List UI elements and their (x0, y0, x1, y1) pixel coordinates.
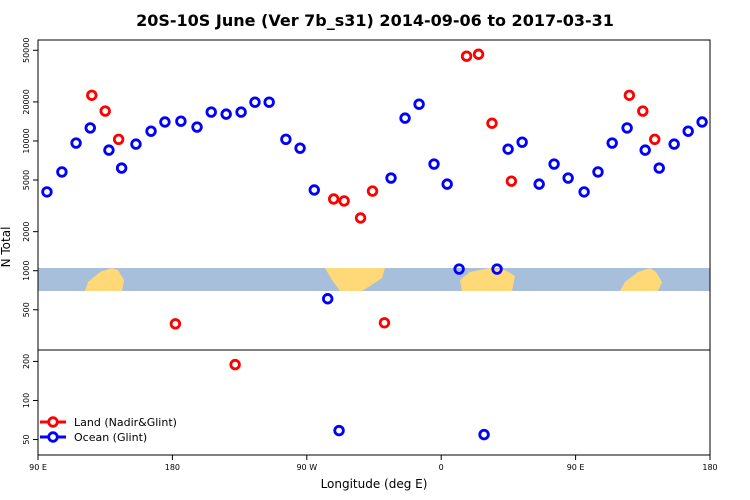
point (338, 195, 350, 207)
point (56, 166, 68, 178)
y-tick-label: 50 (22, 434, 31, 444)
point (649, 133, 661, 146)
land-shape (460, 268, 515, 291)
point (606, 137, 618, 149)
point (99, 105, 111, 117)
point (378, 317, 391, 329)
point (159, 116, 171, 128)
point (548, 158, 560, 170)
y-axis-label: N Total (0, 227, 13, 268)
y-tick-label: 1000 (22, 261, 31, 281)
point (112, 133, 125, 146)
point (263, 96, 275, 108)
y-tick-label: 20000 (22, 89, 31, 114)
y-tick-label: 2000 (22, 221, 31, 241)
x-tick-label: 180 (165, 463, 180, 472)
x-tick-label: 90 E (567, 463, 585, 472)
point (621, 122, 633, 134)
point (682, 125, 694, 137)
point (191, 121, 203, 133)
point (333, 424, 345, 437)
point (308, 184, 320, 196)
point (623, 89, 636, 101)
point (294, 142, 306, 154)
x-tick-label: 90 W (296, 463, 317, 472)
point (145, 125, 157, 137)
x-tick-label: 180 (702, 463, 717, 472)
point (653, 162, 665, 174)
point (280, 133, 292, 146)
legend-label: Land (Nadir&Glint) (74, 416, 177, 429)
y-tick-label: 200 (22, 354, 31, 369)
point (399, 112, 411, 124)
point (478, 428, 490, 441)
y-tick-label: 50000 (22, 38, 31, 63)
point (413, 98, 425, 110)
map-strip (38, 268, 710, 291)
land-shape (85, 268, 124, 291)
point (472, 48, 485, 60)
chart-title: 20S-10S June (Ver 7b_s31) 2014-09-06 to … (136, 11, 614, 30)
point (505, 175, 518, 187)
point (205, 106, 217, 118)
y-tick-label: 500 (22, 302, 31, 317)
point (322, 293, 334, 305)
point (235, 106, 247, 118)
y-tick-label: 5000 (22, 170, 31, 190)
point (491, 263, 503, 275)
x-tick-label: 0 (439, 463, 444, 472)
y-tick-label: 10000 (22, 128, 31, 153)
point (486, 117, 498, 129)
plot-frame (37, 39, 711, 456)
legend-label: Ocean (Glint) (74, 431, 147, 444)
point (220, 108, 232, 120)
x-axis-label: Longitude (deg E) (321, 477, 428, 491)
point (385, 172, 397, 184)
point (533, 178, 545, 190)
y-tick-label: 100 (22, 393, 31, 408)
x-tick-label: 90 E (29, 463, 47, 472)
point (428, 158, 440, 170)
point (562, 172, 574, 184)
point (639, 144, 651, 156)
point (578, 186, 590, 198)
point (696, 116, 708, 128)
point (86, 89, 98, 101)
point (130, 138, 142, 150)
point (84, 122, 96, 134)
point (441, 178, 453, 190)
legend-marker (47, 431, 59, 443)
point (327, 193, 340, 205)
point (453, 263, 465, 275)
point (70, 137, 82, 149)
point (354, 212, 367, 224)
point (516, 136, 528, 148)
point (592, 166, 604, 178)
land-shape (325, 268, 385, 291)
point (249, 96, 261, 108)
point (637, 105, 649, 117)
point (366, 185, 379, 197)
point (169, 318, 182, 330)
point (502, 143, 514, 155)
point (460, 50, 473, 62)
point (103, 144, 115, 156)
land-shape (620, 268, 662, 291)
point (668, 138, 680, 150)
point (41, 186, 53, 198)
point (175, 115, 187, 127)
legend-marker (47, 416, 59, 428)
point (229, 358, 241, 371)
point (115, 162, 128, 174)
